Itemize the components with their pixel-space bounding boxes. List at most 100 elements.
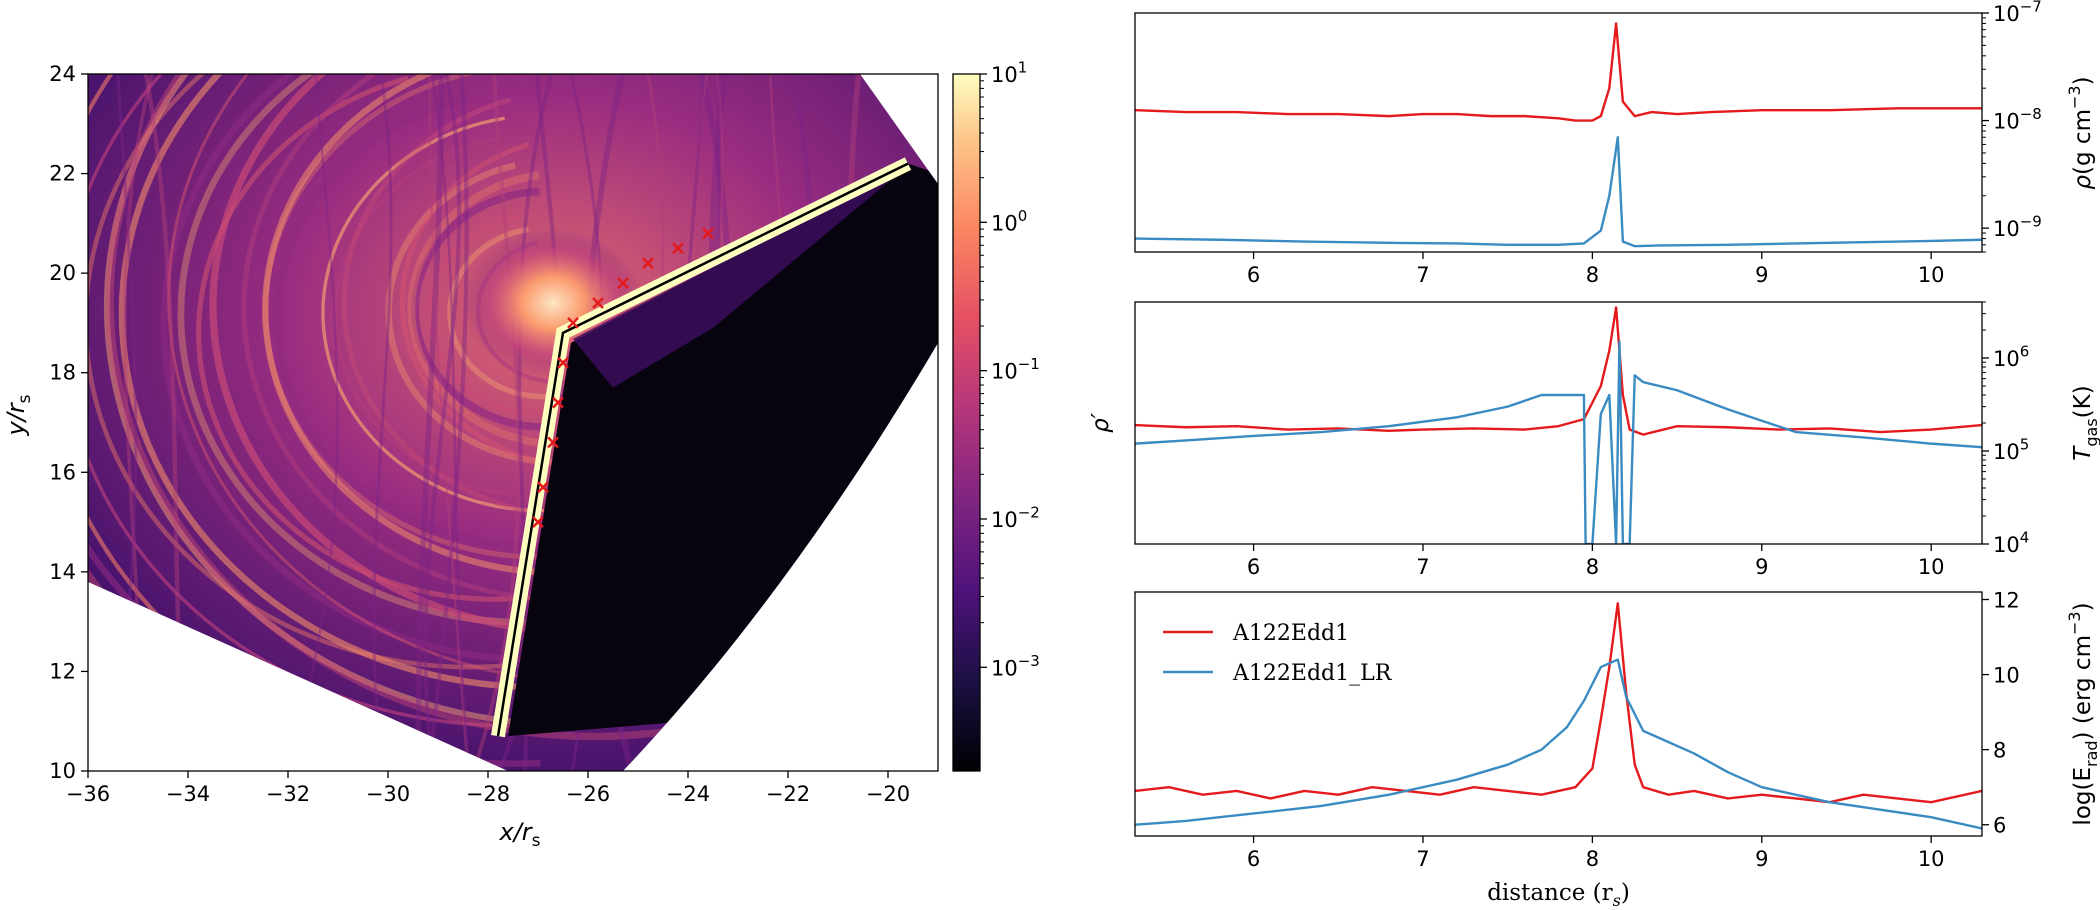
jet-marker xyxy=(592,297,604,309)
map-filament xyxy=(321,116,581,513)
temperature-x-tick-label: 6 xyxy=(1247,555,1260,579)
jet-marker xyxy=(547,436,559,449)
temperature-x-tick-label: 7 xyxy=(1416,555,1429,579)
density-x-tick-label: 6 xyxy=(1247,263,1260,287)
colorbar: 101 100 10−1 10−2 10−3 xyxy=(952,59,1040,772)
map-x-tick-label: −22 xyxy=(766,782,810,806)
map-filament xyxy=(407,171,586,449)
colorbar-tick-label: 10−3 xyxy=(991,652,1040,680)
radiation-y-tick-label: 10 xyxy=(1993,664,2020,688)
map-y-tick-label: 18 xyxy=(49,361,76,385)
radiation-x-tick-label: 8 xyxy=(1586,847,1599,871)
temperature-y-tick-label: 106 xyxy=(1993,343,2029,371)
map-filament xyxy=(284,74,339,771)
map-jet-wedge xyxy=(573,169,903,388)
density-y-tick-label: 10−8 xyxy=(1993,105,2042,133)
radiation-frame xyxy=(1134,591,1983,837)
map-filament xyxy=(411,187,554,432)
map-x-tick-label: −30 xyxy=(366,782,410,806)
map-filament xyxy=(262,74,596,576)
map-filament xyxy=(333,137,578,498)
temperature-left-label: ρ′ xyxy=(1088,412,1114,433)
panel-density: 6 7 8 9 10 10−7 10−8 10−9 xyxy=(1134,0,2042,287)
density-y-tick-label: 10−9 xyxy=(1993,213,2042,241)
map-y-ticks: 10 12 14 16 18 20 22 24 xyxy=(49,62,88,783)
map-y-tick-label: 22 xyxy=(49,162,76,186)
jet-marker xyxy=(617,277,629,289)
map-filament xyxy=(196,75,582,602)
map-y-label: y/rs xyxy=(2,394,35,436)
temperature-x-tick-label: 8 xyxy=(1586,555,1599,579)
map-filament xyxy=(428,74,469,771)
panel-radiation: 6 7 8 9 10 6 8 10 12 xyxy=(1134,589,2020,871)
radiation-y-tick-label: 12 xyxy=(1993,589,2020,613)
radiation-x-tick-label: 7 xyxy=(1416,847,1429,871)
map-filament xyxy=(209,74,674,635)
radiation-y-label: log(Erad) (erg cm−3) xyxy=(2065,602,2100,825)
colorbar-tick-label: 100 xyxy=(991,207,1027,235)
density-x-tick-label: 8 xyxy=(1586,263,1599,287)
map-filament xyxy=(472,74,521,771)
legend-label: A122Edd1_LR xyxy=(1232,661,1393,686)
map-filament xyxy=(88,74,518,670)
jet-marker xyxy=(642,257,654,270)
map-x-tick-label: −36 xyxy=(66,782,110,806)
map-y-tick-label: 20 xyxy=(49,261,76,285)
temperature-x-tick-label: 9 xyxy=(1755,555,1768,579)
map-y-tick-label: 14 xyxy=(49,560,76,584)
temperature-y-label: Tgas(K) xyxy=(2070,385,2100,460)
radiation-y-tick-label: 8 xyxy=(1993,739,2006,763)
density-x-tick-label: 10 xyxy=(1918,263,1945,287)
map-filament xyxy=(88,74,618,728)
map-x-ticks: −36 −34 −32 −30 −28 −26 −24 −22 −20 xyxy=(66,771,910,806)
colorbar-gradient xyxy=(952,73,981,772)
temperature-y-tick-label: 105 xyxy=(1993,436,2029,464)
jet-marker xyxy=(537,481,549,494)
map-y-tick-label: 10 xyxy=(49,759,76,783)
map-x-tick-label: −28 xyxy=(466,782,510,806)
colorbar-tick-label: 101 xyxy=(991,59,1027,87)
radiation-y-tick-label: 6 xyxy=(1993,814,2006,838)
map-filament xyxy=(160,74,699,664)
temperature-frame xyxy=(1134,301,1983,545)
map-filament xyxy=(118,74,603,691)
colorbar-tick-label: 10−2 xyxy=(991,504,1040,532)
density-x-tick-label: 7 xyxy=(1416,263,1429,287)
jet-marker xyxy=(672,242,684,255)
map-x-tick-label: −34 xyxy=(166,782,210,806)
map-filament xyxy=(447,226,559,400)
legend-label: A122Edd1 xyxy=(1232,621,1349,646)
density-x-tick-label: 9 xyxy=(1755,263,1768,287)
colorbar-tick-label: 10−1 xyxy=(991,355,1040,383)
map-filament xyxy=(106,74,717,741)
map-filament xyxy=(273,94,591,549)
density-line-a122edd1 xyxy=(1135,22,1982,122)
colorbar-ticks: 101 100 10−1 10−2 10−3 xyxy=(980,59,1040,680)
density-frame xyxy=(1134,12,1983,253)
density-y-tick-label: 10−7 xyxy=(1993,0,2042,26)
temperature-x-tick-label: 10 xyxy=(1918,555,1945,579)
temperature-line-a122edd1 xyxy=(1135,306,1982,436)
temperature-line-a122edd1_lr xyxy=(1135,340,1982,544)
legend: A122Edd1 A122Edd1_LR xyxy=(1163,621,1393,686)
temperature-series xyxy=(1135,306,1982,544)
map-filament xyxy=(385,162,598,465)
map-filament xyxy=(430,74,471,771)
density-line-a122edd1_lr xyxy=(1135,136,1982,248)
map-x-tick-label: −24 xyxy=(666,782,710,806)
map-y-tick-label: 24 xyxy=(49,62,76,86)
jet-marker xyxy=(567,317,579,329)
radiation-series xyxy=(1135,602,1982,830)
jet-centerline xyxy=(496,162,909,737)
map-filament xyxy=(177,74,566,626)
map-filament xyxy=(423,74,462,771)
map-x-tick-label: −26 xyxy=(566,782,610,806)
radiation-x-tick-label: 9 xyxy=(1755,847,1768,871)
radiation-line-a122edd1_lr xyxy=(1135,658,1982,830)
density-series xyxy=(1135,22,1982,248)
map-filament xyxy=(427,212,563,417)
map-x-tick-label: −20 xyxy=(866,782,910,806)
jet-marker xyxy=(552,396,564,409)
panel-temperature: 6 7 8 9 10 106 105 104 xyxy=(1134,301,2029,579)
